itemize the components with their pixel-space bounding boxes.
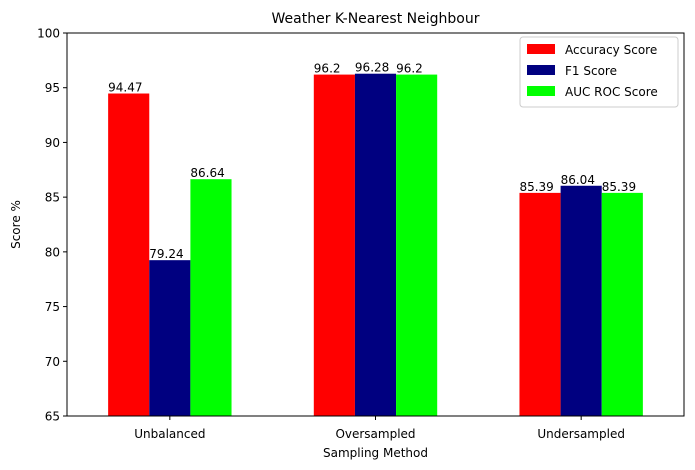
bar-f1-score-undersampled	[560, 185, 602, 416]
value-labels-group: 94.47 96.2 85.39 79.24 96.28 86.04 86.64 96.2 85…	[108, 61, 636, 261]
y-tick-label: 100	[37, 27, 60, 41]
legend-swatch	[527, 44, 555, 54]
bar-accuracy-score-unbalanced	[108, 93, 150, 416]
legend-swatch	[527, 86, 555, 96]
value-label: 85.39	[519, 180, 553, 194]
x-tick-label: Unbalanced	[134, 427, 205, 441]
y-tick-label: 70	[45, 355, 60, 369]
legend-label: Accuracy Score	[565, 43, 657, 57]
bar-auc-roc-score-unbalanced	[190, 179, 232, 416]
y-tick-label: 90	[45, 136, 60, 150]
y-tick-label: 95	[45, 81, 60, 95]
chart-title: Weather K-Nearest Neighbour	[272, 11, 480, 27]
legend-label: AUC ROC Score	[565, 85, 658, 99]
x-axis-label: Sampling Method	[323, 446, 428, 460]
y-tick-label: 85	[45, 191, 60, 205]
legend-swatch	[527, 65, 555, 75]
value-label: 85.39	[602, 180, 636, 194]
legend: Accuracy Score F1 Score AUC ROC Score	[519, 36, 679, 108]
y-tick-label: 80	[45, 245, 60, 259]
value-label: 86.64	[190, 166, 224, 180]
x-tick-label: Oversampled	[335, 427, 415, 441]
value-label: 96.2	[314, 62, 341, 76]
x-axis-ticks: Unbalanced Oversampled Undersampled	[134, 416, 625, 441]
value-label: 96.2	[396, 62, 423, 76]
y-tick-label: 75	[45, 300, 60, 314]
bar-accuracy-score-undersampled	[519, 192, 561, 416]
y-axis-ticks: 65 70 75 80 85 90 95 100	[37, 27, 67, 424]
bar-auc-roc-score-oversampled	[396, 74, 438, 416]
value-label: 79.24	[149, 247, 183, 261]
bar-f1-score-unbalanced	[149, 260, 191, 416]
y-axis-label: Score %	[9, 200, 23, 249]
value-label: 94.47	[108, 81, 142, 95]
y-tick-label: 65	[45, 410, 60, 424]
bar-auc-roc-score-undersampled	[601, 192, 643, 416]
bars-group	[108, 73, 643, 416]
legend-frame	[519, 36, 679, 108]
bar-f1-score-oversampled	[354, 73, 397, 416]
bar-accuracy-score-oversampled	[313, 74, 355, 416]
value-label: 96.28	[355, 61, 389, 75]
value-label: 86.04	[561, 173, 595, 187]
x-tick-label: Undersampled	[537, 427, 625, 441]
legend-label: F1 Score	[565, 64, 617, 78]
